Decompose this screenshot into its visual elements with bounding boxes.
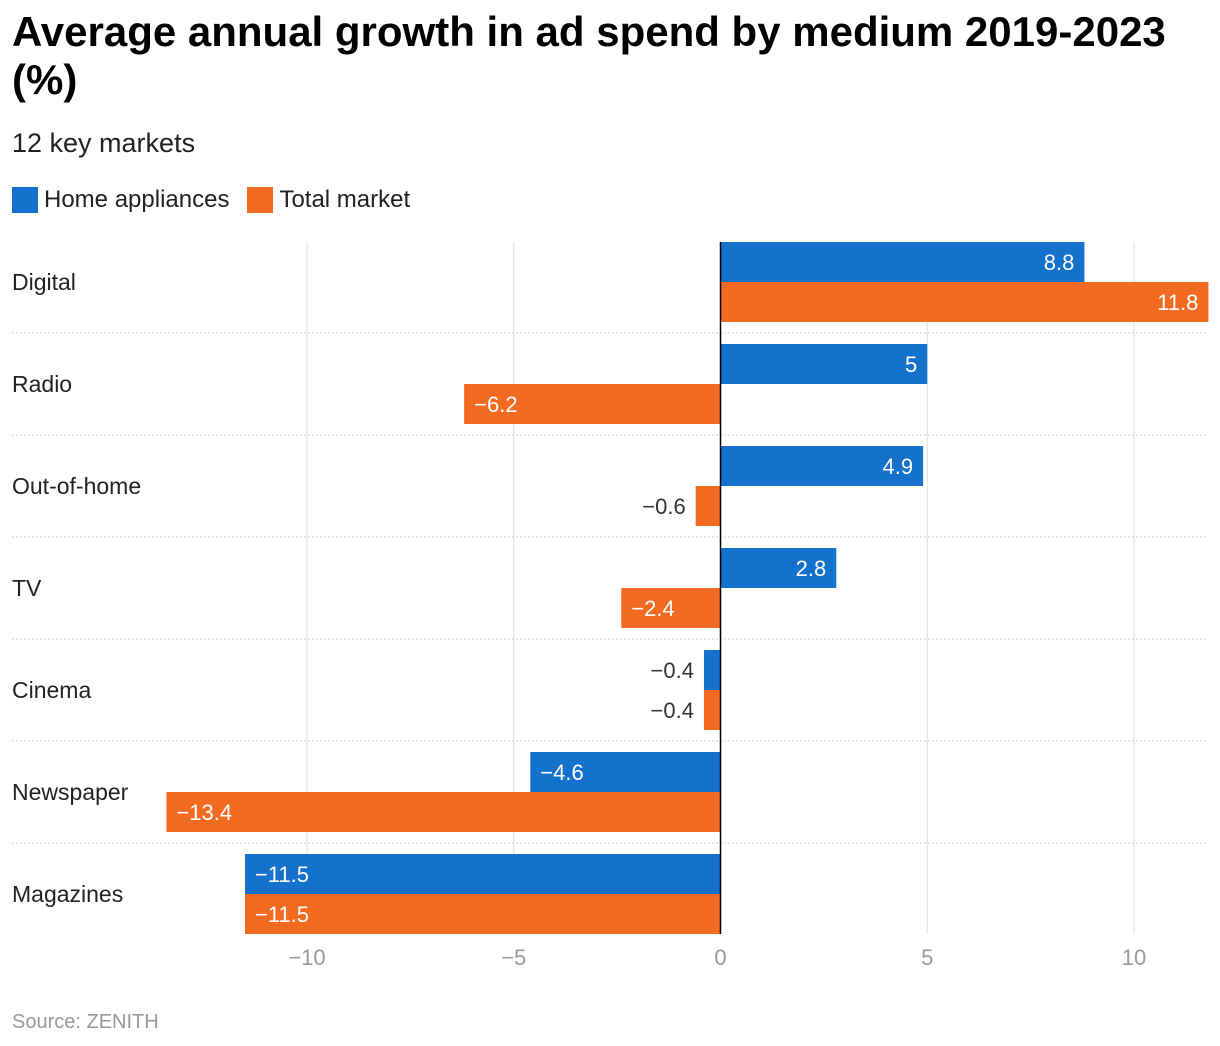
- legend-item-home-appliances: Home appliances: [12, 186, 229, 214]
- legend-label-total-market: Total market: [279, 186, 411, 213]
- category-label: Out-of-home: [12, 473, 141, 499]
- x-tick-label: 0: [714, 945, 726, 970]
- x-tick-label: 10: [1122, 945, 1146, 970]
- bar-home-appliances: [720, 242, 1085, 282]
- legend-swatch-home-appliances: [12, 187, 38, 213]
- bar-chart: Digital 8.8 11.8 Radio 5 −6.2 Out-of-home 4.9 −0…: [12, 242, 1209, 970]
- legend: Home appliances Total market: [12, 186, 428, 214]
- legend-label-home-appliances: Home appliances: [44, 186, 230, 213]
- data-label: −6.2: [474, 392, 517, 417]
- data-label: 4.9: [883, 454, 914, 479]
- bar-home-appliances: [720, 344, 928, 384]
- data-label: −13.4: [176, 800, 232, 825]
- data-label: −11.5: [255, 862, 309, 887]
- category-label: Magazines: [12, 881, 123, 907]
- data-label: −0.6: [642, 494, 685, 519]
- source-note: Source: ZENITH: [12, 1011, 159, 1033]
- bar-total-market: [166, 792, 721, 832]
- bar-total-market: [464, 384, 721, 424]
- category-label: Cinema: [12, 677, 91, 703]
- data-label: 2.8: [796, 556, 827, 581]
- bar-home-appliances: [720, 446, 924, 486]
- bar-home-appliances: [720, 548, 837, 588]
- legend-swatch-total-market: [247, 187, 274, 213]
- category-label: Radio: [12, 371, 72, 397]
- data-label: 11.8: [1157, 290, 1198, 315]
- x-tick-label: −10: [288, 945, 325, 970]
- data-label: −11.5: [255, 902, 309, 927]
- data-label: 8.8: [1044, 250, 1075, 275]
- bar-total-market: [703, 690, 721, 730]
- bar-total-market: [244, 894, 721, 934]
- bar-home-appliances: [530, 752, 721, 792]
- data-label: −0.4: [651, 698, 694, 723]
- chart-subtitle: 12 key markets: [12, 128, 196, 158]
- bar-home-appliances: [244, 854, 721, 894]
- legend-item-total-market: Total market: [247, 186, 410, 214]
- category-label: Newspaper: [12, 779, 129, 805]
- chart-title: Average annual growth in ad spend by med…: [12, 8, 1166, 103]
- data-label: −0.4: [651, 658, 694, 683]
- data-label: −4.6: [540, 760, 583, 785]
- data-label: −2.4: [631, 596, 674, 621]
- bar-home-appliances: [703, 650, 721, 690]
- bar-total-market: [621, 588, 721, 628]
- bar-total-market: [720, 282, 1209, 322]
- category-label: TV: [12, 575, 42, 601]
- data-label: 5: [905, 352, 917, 377]
- x-tick-label: 5: [921, 945, 933, 970]
- category-label: Digital: [12, 269, 76, 295]
- bar-total-market: [695, 486, 721, 526]
- x-tick-label: −5: [501, 945, 526, 970]
